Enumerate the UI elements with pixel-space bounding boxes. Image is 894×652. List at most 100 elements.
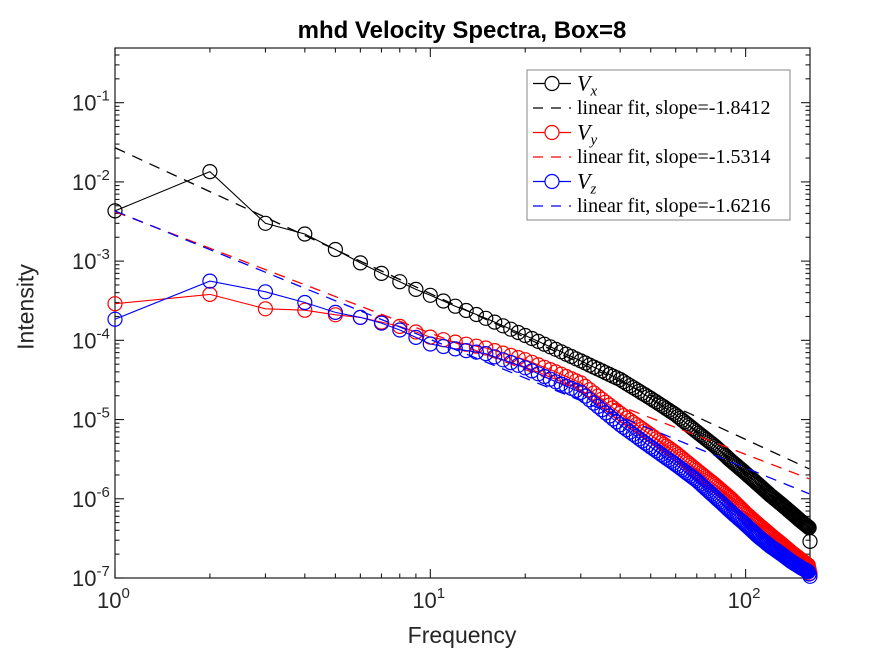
marker-circle-icon bbox=[687, 422, 703, 438]
y-tick-label: 10-5 bbox=[72, 405, 110, 433]
plot-box bbox=[114, 47, 811, 579]
marker-circle-icon bbox=[107, 311, 123, 327]
marker-circle-icon bbox=[107, 296, 123, 312]
marker-circle-icon bbox=[687, 460, 703, 477]
marker-circle-icon bbox=[645, 441, 662, 457]
series-markers-v-z bbox=[107, 273, 818, 584]
marker-circle-icon bbox=[327, 304, 343, 320]
legend-series-label: Vz bbox=[577, 169, 596, 198]
marker-circle-icon bbox=[408, 329, 424, 345]
marker-circle-icon bbox=[297, 226, 313, 242]
marker-circle-icon bbox=[524, 330, 540, 347]
marker-circle-icon bbox=[594, 402, 610, 418]
x-tick-label: 102 bbox=[728, 585, 761, 613]
marker-circle-icon bbox=[643, 439, 659, 455]
marker-circle-icon bbox=[517, 360, 533, 376]
marker-circle-icon bbox=[797, 516, 813, 532]
legend-entry: Vz bbox=[533, 169, 596, 198]
legend-series-label: Vx bbox=[577, 71, 597, 100]
marker-circle-icon bbox=[487, 349, 503, 365]
y-tick-label: 10-4 bbox=[72, 325, 110, 353]
marker-circle-icon bbox=[435, 338, 451, 355]
marker-circle-icon bbox=[487, 314, 503, 330]
marker-circle-icon bbox=[605, 368, 621, 384]
marker-circle-icon bbox=[648, 443, 664, 459]
legend-marker-circle-icon bbox=[544, 75, 560, 92]
marker-circle-icon bbox=[795, 515, 811, 531]
marker-circle-icon bbox=[373, 265, 390, 281]
y-tick-label: 10-1 bbox=[72, 88, 110, 116]
y-tick-label: 10-3 bbox=[72, 246, 110, 274]
legend-entry: linear fit, slope=-1.5314 bbox=[533, 146, 770, 168]
marker-circle-icon bbox=[468, 306, 484, 323]
marker-circle-icon bbox=[408, 324, 424, 340]
marker-circle-icon bbox=[468, 344, 484, 360]
series-line-v-z bbox=[114, 280, 811, 577]
marker-circle-icon bbox=[408, 281, 424, 297]
marker-circle-icon bbox=[637, 435, 653, 451]
marker-circle-icon bbox=[685, 459, 701, 475]
marker-circle-icon bbox=[798, 517, 815, 534]
marker-circle-icon bbox=[503, 321, 519, 337]
marker-circle-icon bbox=[802, 568, 818, 584]
marker-circle-icon bbox=[495, 352, 511, 368]
y-tick-label: 10-6 bbox=[72, 484, 110, 512]
marker-circle-icon bbox=[447, 341, 463, 357]
fit-line-linear-fit-slope-1-8412 bbox=[114, 147, 810, 470]
legend-entry: linear fit, slope=-1.8412 bbox=[533, 97, 770, 119]
marker-circle-icon bbox=[392, 322, 408, 338]
marker-circle-icon bbox=[373, 315, 390, 331]
marker-circle-icon bbox=[392, 318, 408, 334]
marker-circle-icon bbox=[202, 164, 218, 180]
x-axis-label: Frequency bbox=[407, 622, 517, 648]
marker-circle-icon bbox=[685, 421, 701, 437]
legend-fit-label: linear fit, slope=-1.5314 bbox=[577, 146, 770, 168]
marker-circle-icon bbox=[392, 274, 408, 290]
y-axis-label: Intensity bbox=[12, 264, 39, 350]
legend-fit-label: linear fit, slope=-1.8412 bbox=[577, 97, 770, 119]
legend-entry: Vx bbox=[533, 71, 597, 100]
fit-line-linear-fit-slope-1-6216 bbox=[114, 210, 810, 495]
legend-entry: linear fit, slope=-1.6216 bbox=[533, 195, 770, 217]
marker-circle-icon bbox=[297, 294, 313, 311]
marker-circle-icon bbox=[327, 241, 343, 258]
marker-circle-icon bbox=[503, 355, 519, 371]
marker-circle-icon bbox=[510, 350, 526, 366]
chart-title: mhd Velocity Spectra, Box=8 bbox=[297, 17, 627, 44]
marker-circle-icon bbox=[478, 310, 494, 326]
marker-circle-icon bbox=[202, 273, 218, 289]
marker-circle-icon bbox=[601, 366, 618, 383]
x-tick-label: 101 bbox=[412, 585, 445, 613]
marker-circle-icon bbox=[352, 309, 368, 325]
marker-circle-icon bbox=[257, 215, 273, 231]
marker-circle-icon bbox=[478, 340, 494, 356]
marker-circle-icon bbox=[202, 286, 218, 302]
marker-circle-icon bbox=[447, 298, 463, 314]
marker-circle-icon bbox=[458, 302, 474, 319]
marker-circle-icon bbox=[478, 346, 494, 362]
marker-circle-icon bbox=[799, 518, 816, 534]
marker-circle-icon bbox=[689, 424, 705, 440]
marker-circle-icon bbox=[802, 533, 818, 550]
legend-box bbox=[526, 69, 791, 221]
legend-entry: Vy bbox=[533, 120, 597, 149]
y-tick-label: 10-7 bbox=[72, 563, 110, 591]
marker-circle-icon bbox=[510, 357, 526, 373]
marker-circle-icon bbox=[640, 437, 656, 453]
series-v-z bbox=[107, 273, 818, 584]
marker-circle-icon bbox=[798, 517, 814, 533]
marker-circle-icon bbox=[651, 445, 667, 461]
marker-circle-icon bbox=[352, 255, 368, 271]
marker-circle-icon bbox=[422, 287, 438, 303]
marker-circle-icon bbox=[257, 301, 273, 317]
marker-circle-icon bbox=[517, 327, 533, 344]
marker-circle-icon bbox=[495, 318, 511, 334]
marker-circle-icon bbox=[107, 203, 123, 219]
legend-marker-circle-icon bbox=[544, 173, 560, 190]
legend-fit-label: linear fit, slope=-1.6216 bbox=[577, 195, 770, 217]
marker-circle-icon bbox=[510, 324, 526, 341]
marker-circle-icon bbox=[796, 515, 812, 532]
